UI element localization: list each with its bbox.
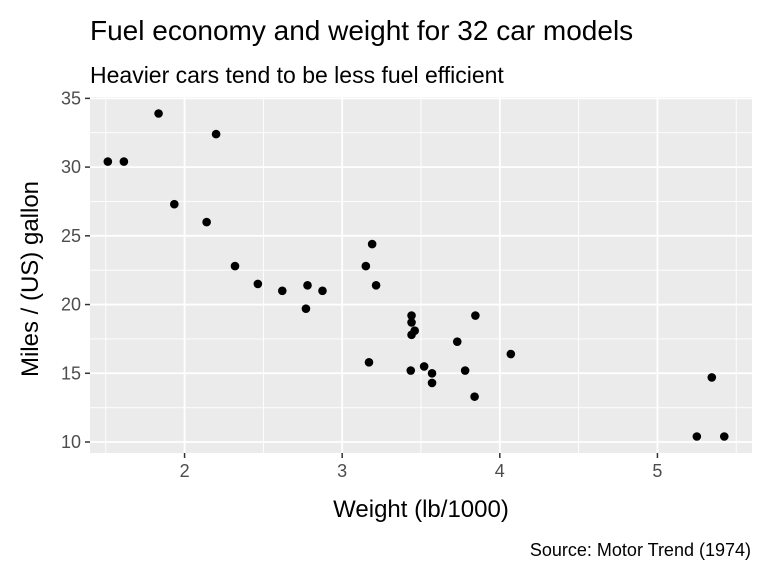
- x-axis: 2 3 4 5: [180, 453, 662, 481]
- y-tick-label: 15: [61, 363, 81, 383]
- data-point: [364, 357, 374, 367]
- y-axis-title: Miles / (US) gallon: [17, 181, 44, 377]
- data-point: [452, 337, 462, 346]
- y-tick-label: 10: [61, 432, 81, 452]
- data-point: [470, 392, 479, 401]
- data-point: [211, 129, 221, 139]
- data-point: [253, 279, 263, 289]
- minor-gridlines: [90, 97, 752, 453]
- data-point: [427, 368, 437, 378]
- data-point: [719, 432, 729, 441]
- data-point: [202, 217, 211, 227]
- data-point: [471, 311, 480, 320]
- data-point: [506, 349, 516, 359]
- data-point: [707, 373, 717, 382]
- data-point: [419, 362, 429, 371]
- data-point: [277, 286, 287, 296]
- data-point: [407, 311, 416, 320]
- y-tick-label: 25: [61, 226, 81, 246]
- data-point: [170, 199, 179, 209]
- chart-title: Fuel economy and weight for 32 car model…: [90, 15, 633, 46]
- x-tick-label: 2: [180, 461, 190, 481]
- y-tick-label: 35: [61, 88, 81, 108]
- data-point: [154, 109, 163, 118]
- data-point: [103, 157, 113, 166]
- data-point: [692, 432, 702, 441]
- x-tick-label: 5: [652, 461, 662, 481]
- data-point: [301, 304, 311, 313]
- chart-caption: Source: Motor Trend (1974): [530, 540, 751, 560]
- data-point: [407, 318, 416, 327]
- y-tick-label: 20: [61, 295, 81, 315]
- x-tick-label: 4: [495, 461, 505, 481]
- data-point: [230, 261, 240, 271]
- data-point: [119, 157, 129, 166]
- major-gridlines: [90, 97, 752, 453]
- data-point: [371, 281, 381, 290]
- data-point: [367, 239, 377, 249]
- data-point: [318, 286, 327, 296]
- data-point: [460, 366, 470, 375]
- x-axis-title: Weight (lb/1000): [333, 496, 509, 523]
- data-point: [427, 378, 437, 388]
- x-tick-label: 3: [337, 461, 347, 481]
- y-axis: 10 15 20 25 30 35: [61, 88, 90, 452]
- chart-subtitle: Heavier cars tend to be less fuel effici…: [90, 62, 504, 88]
- data-points: [103, 109, 729, 441]
- data-point: [407, 330, 416, 340]
- data-point: [303, 281, 312, 290]
- y-tick-label: 30: [61, 157, 81, 177]
- data-point: [406, 366, 416, 375]
- data-point: [361, 261, 371, 271]
